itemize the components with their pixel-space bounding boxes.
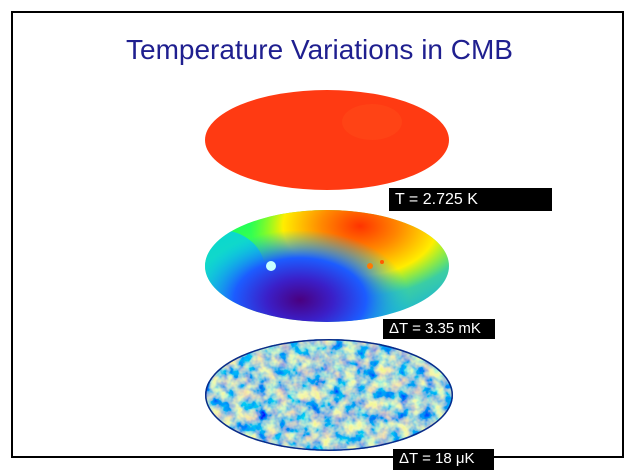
anisotropy-map-label: ΔT = 18 μK xyxy=(393,449,494,470)
dipole-map xyxy=(205,210,449,322)
uniform-map xyxy=(205,90,449,190)
dipole-map-label: ΔT = 3.35 mK xyxy=(383,319,495,339)
uniform-map-label: T = 2.725 K xyxy=(389,188,552,211)
slide-title: Temperature Variations in CMB xyxy=(126,34,513,65)
anisotropy-map xyxy=(205,339,453,451)
